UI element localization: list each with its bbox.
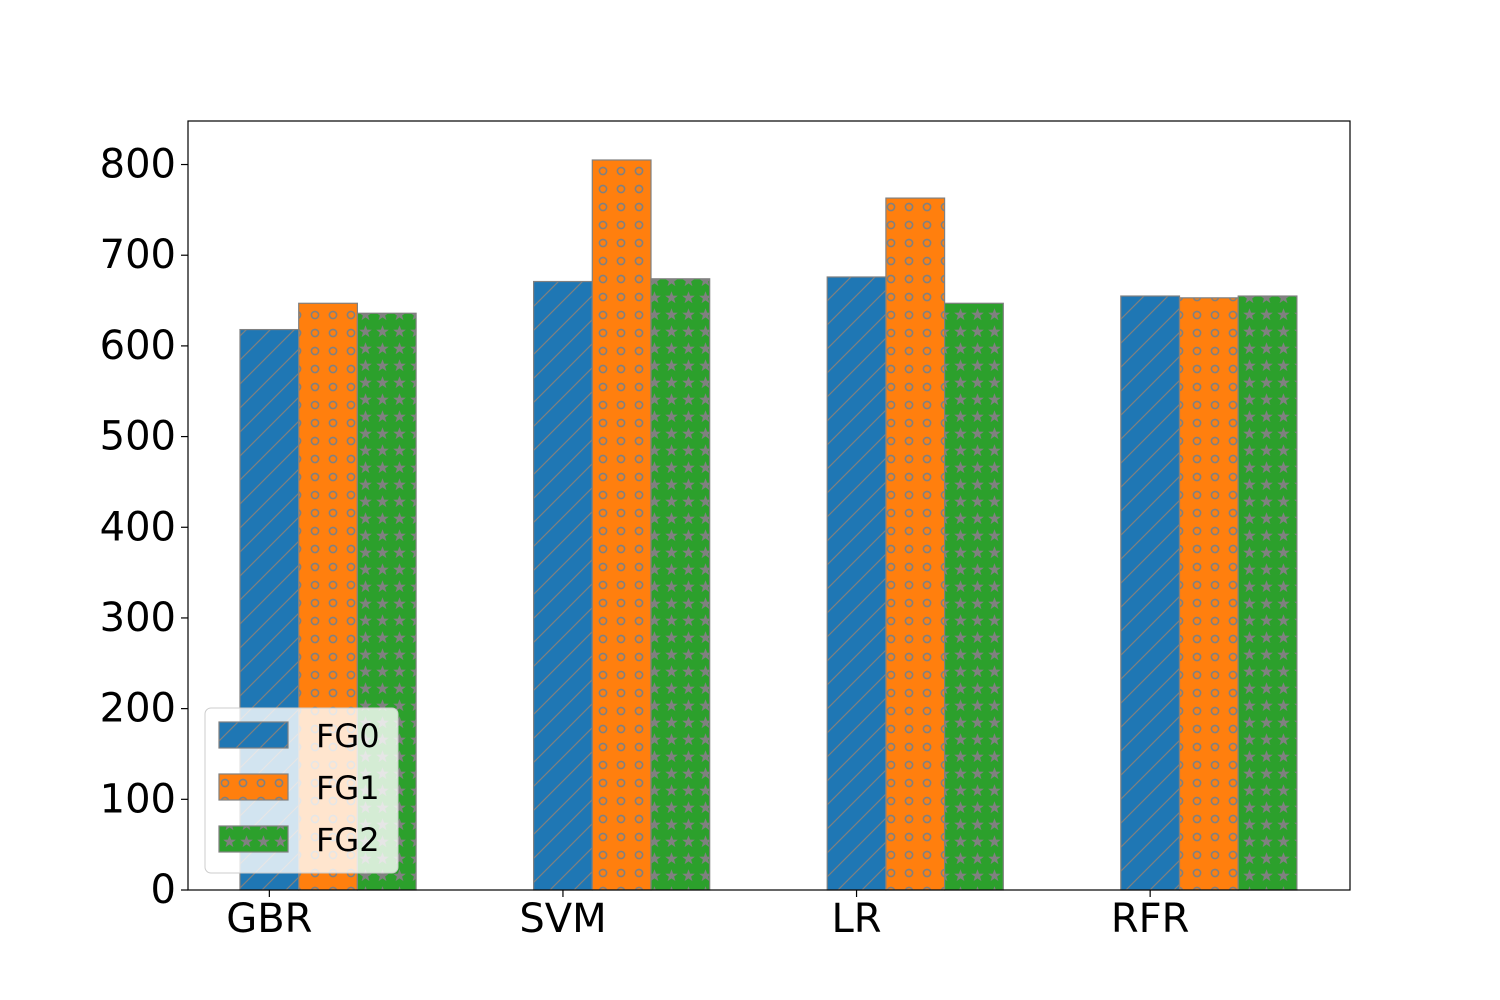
bar-hatch-lr-fg1 xyxy=(885,197,946,891)
plot-frame xyxy=(187,120,1351,891)
y-tick-label-600: 600 xyxy=(100,323,176,369)
x-tick-label-gbr: GBR xyxy=(226,896,312,942)
bar-hatch-svm-fg1 xyxy=(591,159,652,891)
bars-layer xyxy=(239,159,1298,891)
bar-group-svm xyxy=(532,159,711,891)
y-axis: 0 100 200 300 400 500 600 700 800 xyxy=(100,142,188,913)
bar-hatch-rfr-fg0 xyxy=(1120,295,1181,891)
x-axis: GBR SVM LR RFR xyxy=(226,890,1189,942)
legend-item-fg1: FG1 xyxy=(218,769,380,807)
bar-group-rfr xyxy=(1120,295,1298,891)
y-tick-label-0: 0 xyxy=(151,867,176,913)
bar-group-lr xyxy=(826,197,1004,891)
x-tick-label-lr: LR xyxy=(832,896,882,942)
y-tick-label-500: 500 xyxy=(100,414,176,460)
y-tick-label-200: 200 xyxy=(100,686,176,732)
legend-swatch-hatch-fg0 xyxy=(218,721,289,749)
bar-hatch-rfr-fg2 xyxy=(1237,295,1298,891)
legend-label-fg0: FG0 xyxy=(316,717,380,755)
y-tick-label-800: 800 xyxy=(100,142,176,188)
bar-hatch-svm-fg2 xyxy=(650,278,711,891)
y-tick-label-100: 100 xyxy=(100,776,176,822)
legend: FG0 FG1 FG2 xyxy=(204,707,399,874)
legend-swatch-hatch-fg1 xyxy=(218,773,289,801)
legend-item-fg0: FG0 xyxy=(218,717,380,755)
bar-hatch-lr-fg0 xyxy=(826,276,887,891)
legend-label-fg1: FG1 xyxy=(316,769,380,807)
x-tick-label-rfr: RFR xyxy=(1111,896,1190,942)
y-tick-label-700: 700 xyxy=(100,232,176,278)
legend-item-fg2: FG2 xyxy=(218,821,380,859)
x-tick-label-svm: SVM xyxy=(519,896,606,942)
y-tick-label-400: 400 xyxy=(100,504,176,550)
bar-hatch-svm-fg0 xyxy=(532,280,593,891)
legend-swatch-hatch-fg2 xyxy=(218,825,289,853)
legend-label-fg2: FG2 xyxy=(316,821,380,859)
bar-hatch-lr-fg2 xyxy=(943,302,1004,891)
bar-hatch-rfr-fg1 xyxy=(1178,297,1239,891)
y-tick-label-300: 300 xyxy=(100,595,176,641)
